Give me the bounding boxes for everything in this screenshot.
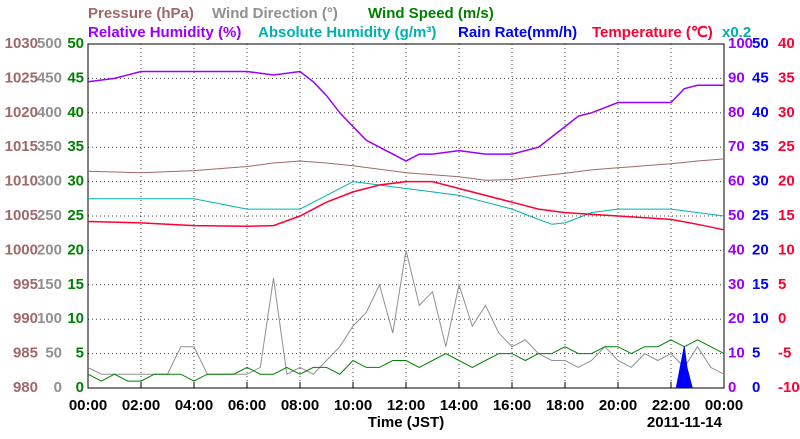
- y-tick-label: 150: [37, 276, 62, 293]
- series-line: [87, 70, 724, 162]
- y-tick-label: 45: [67, 69, 84, 86]
- y-tick-label: 10: [67, 310, 84, 327]
- y-tick-label: 70: [728, 138, 745, 155]
- y-tick-label: 90: [728, 69, 745, 86]
- x-tick-label: 02:00: [122, 397, 160, 414]
- y-tick-label: 40: [778, 35, 795, 52]
- date-label: 2011-11-14: [647, 414, 723, 431]
- y-tick-label: 35: [778, 69, 795, 86]
- x-tick-label: 16:00: [493, 397, 531, 414]
- x-tick-label: 06:00: [228, 397, 266, 414]
- legend-label: Absolute Humidity (g/m³): [258, 24, 436, 41]
- y-tick-label: 15: [778, 207, 795, 224]
- legend-label: Temperature (℃): [592, 24, 713, 41]
- y-tick-label: 50: [752, 35, 769, 52]
- y-tick-label: 10: [752, 310, 769, 327]
- series-line: [675, 346, 693, 389]
- y-tick-label: 300: [37, 173, 62, 190]
- y-tick-label: 15: [752, 276, 769, 293]
- y-tick-label: 30: [778, 104, 795, 121]
- x-tick-label: 12:00: [387, 397, 425, 414]
- x-tick-label: 00:00: [69, 397, 107, 414]
- x-tick-label: 14:00: [440, 397, 478, 414]
- y-tick-label: 35: [67, 138, 84, 155]
- scale-note: x0.2: [722, 24, 751, 41]
- y-tick-label: 25: [778, 138, 795, 155]
- y-tick-label: 60: [728, 173, 745, 190]
- y-tick-label: 25: [67, 207, 84, 224]
- y-tick-label: 5: [778, 276, 786, 293]
- y-tick-label: 35: [752, 138, 769, 155]
- y-tick-label: 995: [13, 276, 38, 293]
- y-tick-label: 1010: [5, 173, 38, 190]
- y-tick-label: 80: [728, 104, 745, 121]
- y-tick-label: 200: [37, 241, 62, 258]
- series-line: [87, 339, 725, 382]
- y-tick-label: -5: [778, 345, 791, 362]
- x-tick-label: 22:00: [652, 397, 690, 414]
- y-tick-label: 0: [728, 379, 736, 396]
- y-tick-label: 0: [54, 379, 62, 396]
- y-tick-label: 1015: [5, 138, 38, 155]
- x-axis-label: Time (JST): [368, 414, 444, 431]
- y-tick-label: 40: [728, 241, 745, 258]
- y-tick-label: 45: [752, 69, 769, 86]
- y-tick-label: 500: [37, 35, 62, 52]
- y-tick-label: 40: [752, 104, 769, 121]
- legend-label: Wind Direction (°): [212, 5, 338, 22]
- y-tick-label: 20: [67, 241, 84, 258]
- y-tick-label: 25: [752, 207, 769, 224]
- y-tick-label: 1020: [5, 104, 38, 121]
- y-tick-label: 50: [67, 35, 84, 52]
- y-tick-label: 450: [37, 69, 62, 86]
- series-line: [87, 180, 725, 231]
- y-tick-label: 10: [728, 345, 745, 362]
- x-tick-label: 08:00: [281, 397, 319, 414]
- y-tick-label: 0: [76, 379, 84, 396]
- y-tick-label: 50: [728, 207, 745, 224]
- y-tick-label: 250: [37, 207, 62, 224]
- y-tick-label: 40: [67, 104, 84, 121]
- y-tick-label: 350: [37, 138, 62, 155]
- y-tick-label: 100: [728, 35, 753, 52]
- y-tick-label: 50: [45, 345, 62, 362]
- y-tick-label: 30: [67, 173, 84, 190]
- series-line: [87, 250, 725, 375]
- legend-label: Wind Speed (m/s): [368, 5, 494, 22]
- y-tick-label: 990: [13, 310, 38, 327]
- x-tick-label: 00:00: [705, 397, 743, 414]
- y-tick-label: 400: [37, 104, 62, 121]
- y-tick-label: -10: [778, 379, 800, 396]
- y-tick-label: 1000: [5, 241, 38, 258]
- y-tick-label: 1025: [5, 69, 38, 86]
- legend-label: Pressure (hPa): [88, 5, 194, 22]
- y-tick-label: 980: [13, 379, 38, 396]
- y-tick-label: 0: [778, 310, 786, 327]
- x-tick-label: 04:00: [175, 397, 213, 414]
- legend-label: Relative Humidity (%): [88, 24, 241, 41]
- series-line: [87, 158, 725, 181]
- y-tick-label: 10: [778, 241, 795, 258]
- y-tick-label: 20: [752, 241, 769, 258]
- y-tick-label: 30: [728, 276, 745, 293]
- y-tick-label: 985: [13, 345, 38, 362]
- y-tick-label: 0: [752, 379, 760, 396]
- y-tick-label: 5: [76, 345, 84, 362]
- y-tick-label: 100: [37, 310, 62, 327]
- legend-label: Rain Rate(mm/h): [458, 24, 577, 41]
- y-tick-label: 20: [728, 310, 745, 327]
- y-tick-label: 1005: [5, 207, 38, 224]
- y-tick-label: 20: [778, 173, 795, 190]
- y-tick-label: 1030: [5, 35, 38, 52]
- y-tick-label: 5: [752, 345, 760, 362]
- y-tick-label: 30: [752, 173, 769, 190]
- x-tick-label: 20:00: [599, 397, 637, 414]
- x-tick-label: 10:00: [334, 397, 372, 414]
- x-tick-label: 18:00: [546, 397, 584, 414]
- y-tick-label: 15: [67, 276, 84, 293]
